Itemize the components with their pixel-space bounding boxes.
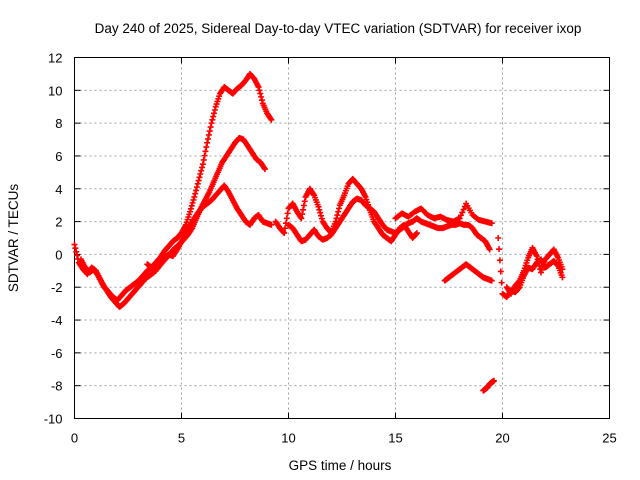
y-tick-label: 2 (55, 215, 62, 230)
data-points (71, 70, 566, 394)
x-axis-label: GPS time / hours (289, 458, 392, 473)
x-tick-label: 10 (281, 431, 295, 446)
x-tick-label: 15 (388, 431, 402, 446)
data-point-markers (503, 244, 566, 297)
series-trace-final-b (503, 244, 566, 297)
plot-frame (74, 57, 610, 419)
y-tick-label: -6 (51, 346, 63, 361)
data-point-markers (144, 182, 275, 274)
y-tick-label: 8 (55, 116, 62, 131)
series-trace-outlier (480, 377, 497, 394)
y-tick-label: -8 (51, 379, 63, 394)
series-trace-early-a (71, 70, 275, 304)
x-tick-label: 20 (495, 431, 509, 446)
x-tick-label: 5 (178, 431, 185, 446)
y-tick-label: -10 (44, 412, 63, 427)
y-tick-label: 4 (55, 182, 62, 197)
chart-title: Day 240 of 2025, Sidereal Day-to-day VTE… (95, 21, 582, 36)
series-trace-late-a (392, 200, 495, 227)
data-point-markers (392, 200, 495, 227)
grid (74, 57, 610, 419)
series-trace-late-b (441, 261, 495, 284)
series-trace-mid-b (285, 195, 493, 253)
y-tick-label: -2 (51, 280, 63, 295)
y-axis-label: SDTVAR / TECUs (6, 184, 21, 293)
series-trace-early-b (77, 134, 268, 310)
data-point-markers (441, 261, 495, 284)
data-point-markers (480, 377, 497, 394)
x-tick-label: 0 (71, 431, 78, 446)
data-point-markers (285, 195, 493, 253)
axis-ticks: 0 5 10 15 20 25 -10 -8 -6 -4 -2 0 2 4 6 8 10 12 (44, 51, 617, 446)
series-trace-early-c (144, 182, 275, 274)
x-tick-label: 25 (602, 431, 616, 446)
y-tick-label: 0 (55, 247, 62, 262)
data-point-markers (71, 70, 275, 304)
y-tick-label: 6 (55, 149, 62, 164)
y-tick-label: 10 (48, 83, 62, 98)
y-tick-label: 12 (48, 51, 62, 66)
data-point-markers (77, 134, 268, 310)
y-tick-label: -4 (51, 313, 63, 328)
